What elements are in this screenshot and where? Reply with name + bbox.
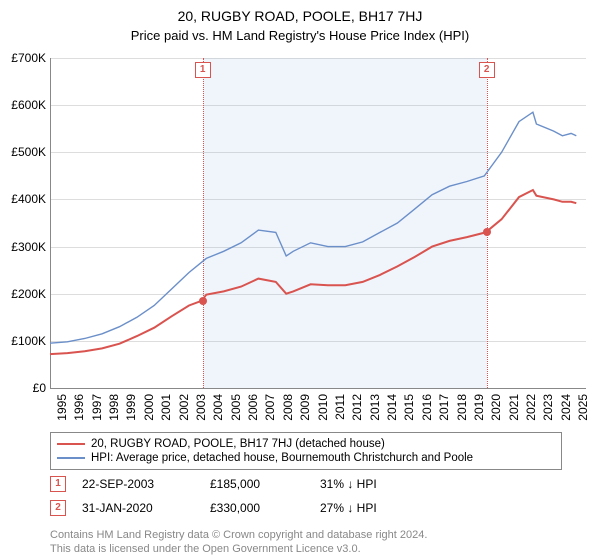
x-axis-label: 2017 — [437, 394, 451, 434]
sale-row: 1 22-SEP-2003 £185,000 31% ↓ HPI — [50, 476, 430, 492]
x-axis-label: 2020 — [489, 394, 503, 434]
x-axis-label: 2006 — [246, 394, 260, 434]
x-axis-label: 2015 — [402, 394, 416, 434]
x-axis-label: 2001 — [159, 394, 173, 434]
x-axis-label: 1998 — [107, 394, 121, 434]
sale-price: £185,000 — [210, 477, 320, 491]
x-axis-label: 2014 — [385, 394, 399, 434]
x-axis-label: 2005 — [229, 394, 243, 434]
x-axis-label: 2003 — [194, 394, 208, 434]
legend: 20, RUGBY ROAD, POOLE, BH17 7HJ (detache… — [50, 432, 562, 470]
legend-swatch — [57, 457, 85, 459]
x-axis-label: 2012 — [350, 394, 364, 434]
x-axis-label: 2009 — [298, 394, 312, 434]
x-axis-label: 2016 — [420, 394, 434, 434]
x-axis-label: 2021 — [507, 394, 521, 434]
y-axis-label: £500K — [0, 145, 46, 159]
x-axis-label: 1999 — [124, 394, 138, 434]
x-axis-label: 2025 — [576, 394, 590, 434]
y-axis-label: £300K — [0, 240, 46, 254]
page-title: 20, RUGBY ROAD, POOLE, BH17 7HJ — [0, 0, 600, 24]
x-axis-label: 2010 — [316, 394, 330, 434]
page-subtitle: Price paid vs. HM Land Registry's House … — [0, 24, 600, 43]
sale-price: £330,000 — [210, 501, 320, 515]
x-axis-label: 2002 — [177, 394, 191, 434]
chart-lines — [50, 58, 585, 388]
x-axis-label: 2022 — [524, 394, 538, 434]
footer-line: This data is licensed under the Open Gov… — [50, 542, 427, 556]
sale-marker-icon: 2 — [50, 500, 66, 516]
x-axis-label: 2007 — [263, 394, 277, 434]
legend-item: HPI: Average price, detached house, Bour… — [57, 451, 555, 465]
y-axis-label: £700K — [0, 51, 46, 65]
chart: £0£100K£200K£300K£400K£500K£600K£700K199… — [50, 58, 585, 388]
series-hpi — [50, 112, 576, 343]
y-axis-label: £600K — [0, 98, 46, 112]
sale-diff: 31% ↓ HPI — [320, 477, 430, 491]
x-axis-label: 2018 — [455, 394, 469, 434]
series-property_price — [50, 190, 576, 354]
legend-label: HPI: Average price, detached house, Bour… — [91, 452, 473, 464]
x-axis-label: 2023 — [541, 394, 555, 434]
legend-label: 20, RUGBY ROAD, POOLE, BH17 7HJ (detache… — [91, 438, 385, 450]
y-axis-label: £200K — [0, 287, 46, 301]
sale-date: 31-JAN-2020 — [82, 501, 210, 515]
y-axis-label: £100K — [0, 334, 46, 348]
footer-attribution: Contains HM Land Registry data © Crown c… — [50, 528, 427, 557]
legend-item: 20, RUGBY ROAD, POOLE, BH17 7HJ (detache… — [57, 437, 555, 451]
x-axis-label: 2004 — [211, 394, 225, 434]
legend-swatch — [57, 443, 85, 445]
x-axis-label: 1997 — [90, 394, 104, 434]
x-axis-label: 2000 — [142, 394, 156, 434]
x-axis-label: 1996 — [72, 394, 86, 434]
y-axis-label: £0 — [0, 381, 46, 395]
x-axis-label: 2013 — [368, 394, 382, 434]
y-axis-label: £400K — [0, 192, 46, 206]
sale-marker-icon: 1 — [50, 476, 66, 492]
sale-date: 22-SEP-2003 — [82, 477, 210, 491]
sale-row: 2 31-JAN-2020 £330,000 27% ↓ HPI — [50, 500, 430, 516]
x-axis-label: 2019 — [472, 394, 486, 434]
footer-line: Contains HM Land Registry data © Crown c… — [50, 528, 427, 542]
x-axis-label: 1995 — [55, 394, 69, 434]
sale-diff: 27% ↓ HPI — [320, 501, 430, 515]
x-axis-label: 2024 — [559, 394, 573, 434]
x-axis-label: 2011 — [333, 394, 347, 434]
x-axis-label: 2008 — [281, 394, 295, 434]
